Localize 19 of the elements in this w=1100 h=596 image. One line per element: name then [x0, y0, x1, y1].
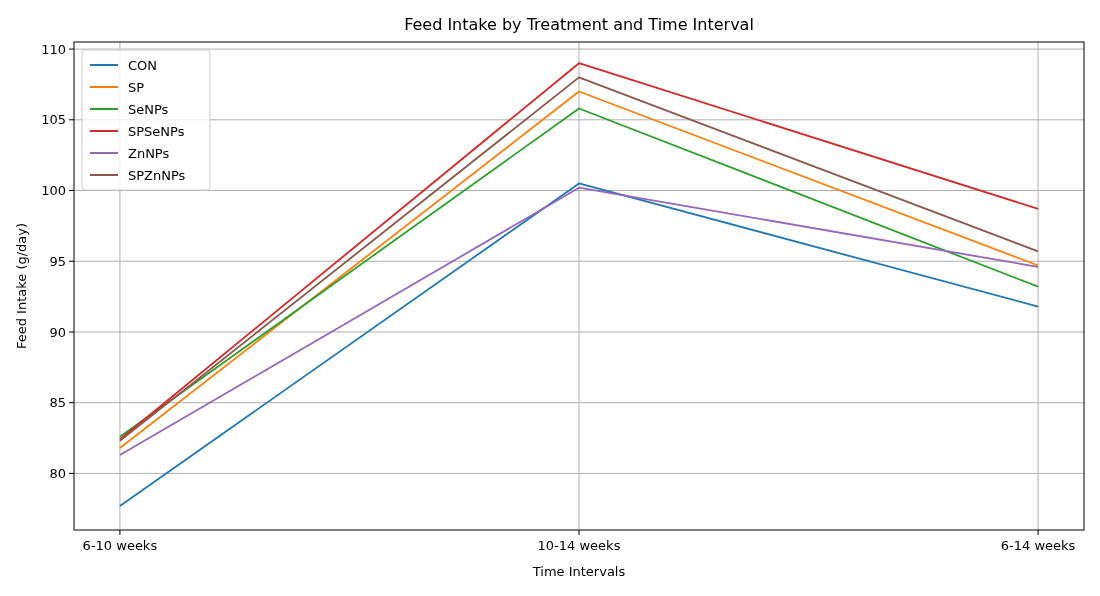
x-tick-label: 6-10 weeks: [82, 538, 158, 553]
legend-label: ZnNPs: [128, 145, 170, 161]
y-tick-label: 90: [49, 324, 66, 340]
x-tick-label: 10-14 weeks: [537, 538, 621, 553]
y-tick-label: 100: [41, 183, 66, 199]
y-axis-title: Feed Intake (g/day): [14, 222, 29, 350]
x-axis-title: Time Intervals: [531, 564, 626, 579]
chart-title: Feed Intake by Treatment and Time Interval: [404, 15, 754, 34]
y-tick-label: 95: [49, 253, 66, 269]
y-tick-label: 85: [49, 395, 66, 411]
y-tick-label: 105: [41, 112, 66, 128]
y-tick-label: 80: [49, 465, 66, 481]
legend-label: SPZnNPs: [128, 167, 186, 183]
legend-label: SPSeNPs: [128, 123, 185, 139]
legend-label: CON: [128, 57, 158, 73]
y-tick-label: 110: [41, 41, 66, 57]
legend-label: SP: [128, 79, 145, 95]
x-tick-label: 6-14 weeks: [1000, 538, 1076, 553]
legend-label: SeNPs: [128, 101, 169, 117]
